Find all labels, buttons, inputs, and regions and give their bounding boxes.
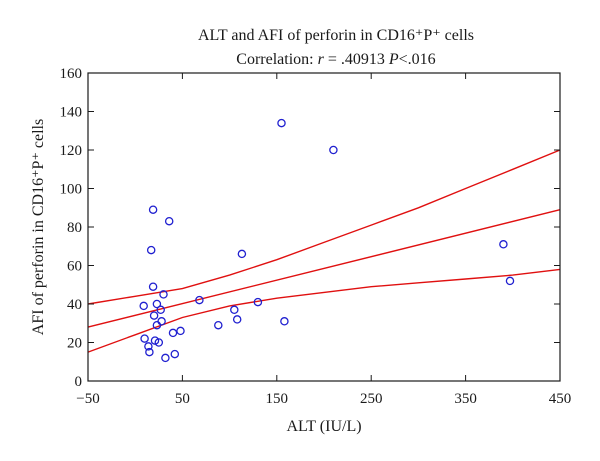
data-point	[145, 347, 154, 357]
data-point	[230, 305, 239, 315]
data-point	[149, 311, 159, 320]
subtitle-r-symbol: r	[318, 51, 325, 68]
subtitle-p-symbol: P	[388, 51, 399, 68]
subtitle-p-value: <.016	[399, 51, 436, 68]
data-point	[148, 282, 158, 291]
data-point	[214, 320, 223, 330]
y-tick-label: 80	[67, 220, 82, 236]
data-point	[280, 317, 289, 326]
data-point	[168, 328, 178, 338]
x-tick-label: 450	[549, 391, 572, 407]
data-point	[176, 326, 185, 336]
y-tick-label: 140	[60, 105, 83, 121]
y-tick-label: 40	[67, 297, 82, 313]
data-point	[170, 349, 180, 359]
data-points-group	[139, 118, 515, 363]
data-point	[499, 240, 508, 249]
data-point	[329, 145, 338, 155]
data-point	[148, 205, 158, 214]
data-point	[161, 353, 170, 363]
data-point	[164, 216, 174, 226]
data-point	[140, 334, 149, 343]
y-axis-ticks: 0 20 40 60 80 100 120 140 160	[60, 66, 560, 390]
chart-subtitle: Correlation: r = .40913 P<.016	[236, 51, 435, 68]
y-tick-label: 160	[60, 66, 83, 82]
data-point	[157, 317, 166, 326]
x-tick-label: 350	[454, 391, 477, 407]
data-point	[253, 297, 263, 307]
x-tick-label: 250	[360, 391, 383, 407]
y-tick-label: 120	[60, 143, 83, 159]
subtitle-prefix: Correlation:	[236, 51, 317, 68]
x-tick-label: 50	[175, 391, 190, 407]
data-point	[156, 305, 165, 315]
x-axis-label: ALT (IU/L)	[286, 418, 361, 435]
confidence-band-group	[87, 149, 561, 353]
regression-line	[87, 209, 561, 328]
data-point	[146, 245, 156, 255]
y-tick-label: 0	[75, 374, 83, 390]
subtitle-r-value: = .40913	[324, 51, 389, 68]
data-point	[277, 118, 286, 128]
x-axis-ticks: −50 50 150 250 350 450	[76, 73, 571, 407]
data-point	[154, 338, 164, 347]
lower-confidence-line	[87, 268, 561, 353]
data-point	[139, 301, 148, 311]
chart-title: ALT and AFI of perforin in CD16⁺P⁺ cells	[198, 27, 474, 44]
data-point	[152, 299, 162, 309]
y-tick-label: 60	[67, 259, 82, 275]
data-point	[232, 315, 242, 324]
y-axis-label: AFI of perforin in CD16⁺P⁺ cells	[30, 119, 47, 335]
x-tick-label: −50	[76, 391, 99, 407]
data-point	[144, 342, 153, 351]
y-tick-label: 100	[60, 182, 83, 198]
y-tick-label: 20	[67, 336, 82, 352]
data-point	[159, 290, 168, 299]
data-point	[195, 295, 204, 305]
data-point	[505, 276, 515, 286]
upper-confidence-line	[87, 149, 561, 305]
data-point	[237, 249, 247, 259]
x-tick-label: 150	[266, 391, 289, 407]
